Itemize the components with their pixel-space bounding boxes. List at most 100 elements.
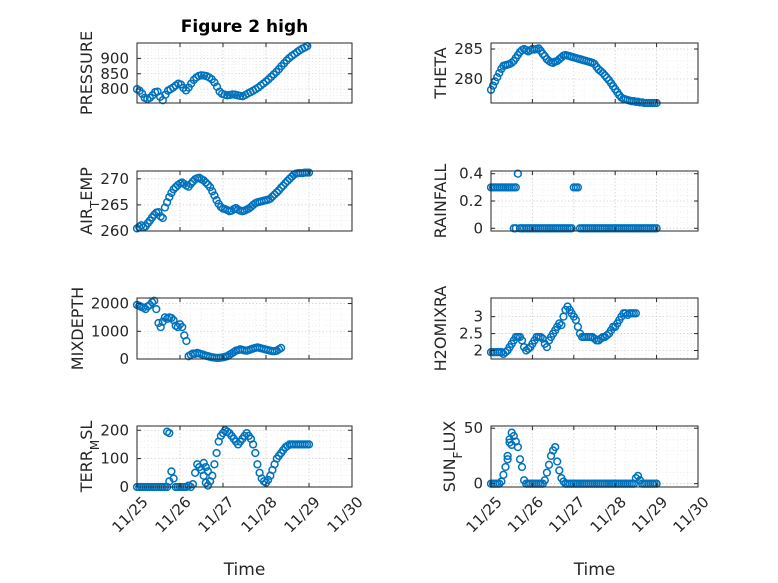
data-point — [266, 194, 275, 203]
y-tick-label: 265 — [100, 196, 129, 214]
data-point — [304, 440, 314, 449]
data-point — [201, 462, 210, 472]
data-point — [285, 174, 294, 183]
y-tick-label: 0.4 — [459, 165, 483, 183]
series-markers — [486, 302, 641, 359]
data-point — [281, 178, 290, 188]
data-point — [199, 471, 208, 480]
axes-box — [490, 297, 699, 360]
data-point — [517, 462, 527, 472]
data-point — [631, 473, 641, 483]
x-tick-label: 11/30 — [323, 493, 366, 536]
y-tick-label: 0 — [473, 475, 483, 493]
data-point — [152, 304, 161, 314]
series-markers — [132, 296, 286, 363]
axes-h2omixra: 22.53 H2OMIXRA — [431, 286, 699, 371]
y-tick-label: 285 — [454, 40, 483, 58]
data-point — [201, 178, 210, 187]
y-axis-label: RAINFALL — [431, 164, 450, 239]
data-point — [199, 458, 208, 468]
data-point — [182, 336, 191, 346]
y-tick-label: 800 — [100, 80, 129, 98]
data-point — [210, 460, 219, 469]
data-point — [283, 176, 292, 186]
x-tick-label: 11/28 — [587, 493, 630, 536]
data-point — [154, 318, 163, 328]
data-point — [633, 471, 643, 481]
x-tick-label: 11/28 — [237, 493, 280, 536]
y-tick-label: 200 — [100, 421, 129, 439]
data-point — [513, 169, 523, 178]
data-point — [248, 440, 258, 449]
data-point — [253, 460, 262, 469]
data-point — [540, 476, 549, 485]
y-axis-label: AIRTEMP — [77, 167, 102, 235]
data-point — [208, 471, 217, 480]
y-tick-label: 260 — [100, 222, 129, 240]
data-point — [276, 183, 286, 192]
y-tick-label: 0 — [119, 350, 129, 368]
axes-box — [490, 425, 699, 488]
data-point — [557, 320, 566, 330]
data-point — [631, 309, 641, 318]
y-tick-label: 100 — [100, 450, 129, 468]
y-tick-label: 270 — [100, 170, 129, 188]
y-tick-label: 280 — [454, 70, 483, 88]
y-tick-label: 2.5 — [459, 325, 483, 343]
series-markers — [132, 41, 312, 105]
x-axis-label: Time — [573, 560, 616, 580]
y-tick-label: 2000 — [91, 295, 129, 313]
data-point — [272, 188, 281, 197]
data-point — [507, 440, 516, 450]
data-point — [169, 474, 178, 483]
x-tick-label: 11/30 — [669, 493, 712, 536]
data-point — [511, 224, 520, 233]
x-tick-label: 11/29 — [280, 493, 323, 536]
data-point — [490, 77, 500, 86]
data-point — [210, 191, 219, 200]
data-point — [602, 331, 612, 340]
data-point — [567, 224, 576, 233]
data-point — [169, 185, 178, 194]
data-point — [495, 68, 504, 78]
x-tick-label: 11/27 — [545, 493, 588, 536]
data-point — [167, 467, 176, 476]
data-point — [205, 183, 215, 192]
data-point — [596, 334, 605, 343]
data-point — [208, 187, 217, 196]
data-point — [598, 68, 607, 78]
data-point — [203, 467, 213, 476]
data-point — [542, 468, 552, 477]
y-axis-label: THETA — [431, 47, 450, 99]
data-point — [555, 466, 564, 475]
x-tick-label: 11/26 — [151, 493, 194, 536]
y-tick-label: 0 — [119, 478, 129, 496]
data-point — [189, 75, 198, 85]
data-point — [493, 73, 502, 82]
data-point — [270, 190, 279, 199]
chart-title: Figure 2 high — [181, 17, 309, 37]
data-point — [524, 344, 533, 353]
y-tick-label: 50 — [464, 419, 483, 437]
y-axis-label: MIXDEPTH — [68, 287, 87, 370]
axes-terr-msl: 0 100 200 11/25 11/26 11/27 11/28 11/29 11/30 TER… — [77, 421, 367, 580]
x-tick-label: 11/29 — [628, 493, 671, 536]
data-point — [263, 475, 273, 485]
plot-area — [136, 297, 353, 360]
data-point — [511, 183, 520, 192]
series-markers — [486, 44, 661, 108]
data-point — [534, 44, 543, 53]
data-point — [251, 448, 260, 458]
axes-box — [136, 425, 353, 488]
y-axis-label: TERRMSL — [77, 421, 102, 494]
data-point — [573, 183, 583, 192]
data-point — [276, 343, 286, 353]
data-point — [515, 455, 525, 464]
data-point — [501, 462, 510, 472]
series-markers — [132, 168, 314, 233]
